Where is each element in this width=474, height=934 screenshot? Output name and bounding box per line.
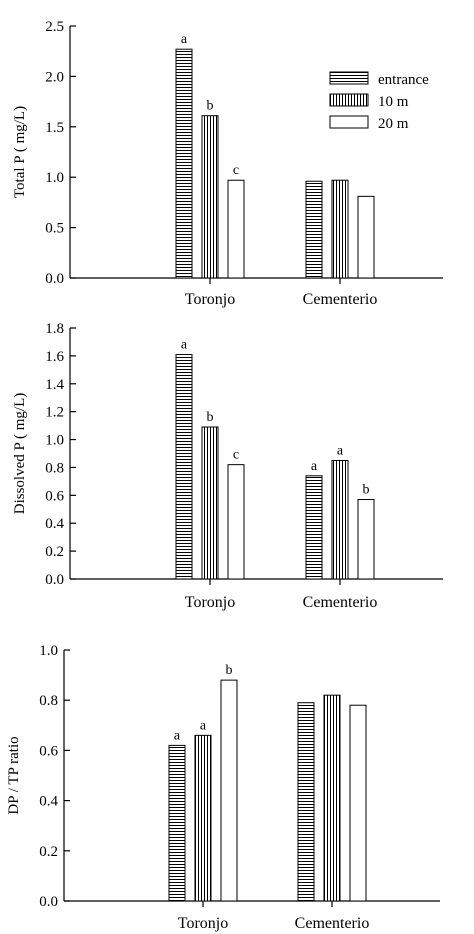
y-tick-label: 0.0 [45,572,64,588]
chart-panel-3: 0.0 0.2 0.4 0.6 0.8 1.0 DP / TP ratio Toronjo Ce… [6,643,440,932]
legend-swatch-10-m [329,93,369,107]
category-label: Toronjo [178,915,228,932]
y-tick-label: 0.0 [45,271,64,287]
legend-label: 20 m [378,116,409,132]
bar-entrance [305,180,323,279]
bar-10-m [323,694,341,902]
significance-label: a [174,728,181,743]
bar-10-m [201,115,219,279]
y-tick-label: 0.4 [45,516,64,532]
y-tick-label: 1.2 [45,405,64,421]
category-label: Cementerio [303,291,378,308]
bar-10-m [201,426,219,580]
significance-label: a [200,718,207,733]
y-tick-label: 1.8 [45,321,64,337]
y-tick-label: 1.0 [45,433,64,449]
bar-20-m [220,679,238,902]
y-tick-label: 2.5 [45,19,64,35]
y-tick-label: 1.6 [45,349,64,365]
chart-panel-2: 0.0 0.2 0.4 0.6 0.8 1.0 1.2 1.4 1.6 1.8 Dissolved … [12,321,443,611]
category-label: Cementerio [303,594,378,611]
y-axis-label: DP / TP ratio [6,736,22,814]
significance-label: c [233,448,239,463]
significance-label: c [233,163,239,178]
bar-20-m [227,179,245,279]
y-tick-label: 0.0 [39,894,58,910]
significance-label: a [311,459,318,474]
legend-swatch-entrance [329,71,369,85]
significance-label: a [337,443,344,458]
bar-entrance [175,353,193,580]
category-label: Toronjo [185,291,235,308]
y-tick-label: 1.0 [45,170,64,186]
y-tick-label: 0.8 [39,693,58,709]
y-tick-label: 0.5 [45,221,64,237]
bar-20-m [227,464,245,580]
y-tick-label: 0.8 [45,460,64,476]
bar-10-m [331,179,349,279]
bar-entrance [168,744,186,902]
significance-label: b [363,483,370,498]
y-tick-label: 0.6 [39,743,58,759]
bar-20-m [357,499,375,580]
bar-20-m [357,195,375,279]
y-axis-label: Total P ( mg/L) [12,106,28,198]
significance-label: a [181,32,188,47]
y-tick-label: 1.4 [45,377,64,393]
y-tick-label: 1.5 [45,120,64,136]
bar-20-m [349,704,367,902]
bar-entrance [175,48,193,279]
significance-label: a [181,337,188,352]
y-tick-label: 2.0 [45,69,64,85]
bar-entrance [297,702,315,902]
bar-10-m [194,734,212,902]
y-tick-label: 0.6 [45,488,64,504]
legend-label: 10 m [378,94,409,110]
significance-label: b [207,99,214,114]
legend-swatch-20-m [329,115,369,129]
y-axis-label: Dissolved P ( mg/L) [12,393,28,515]
bar-10-m [331,459,349,580]
y-tick-label: 0.2 [45,544,64,560]
y-tick-label: 1.0 [39,643,58,659]
legend-label: entrance [378,72,429,88]
category-label: Cementerio [295,915,370,932]
significance-label: b [207,410,214,425]
y-tick-label: 0.2 [39,844,58,860]
category-label: Toronjo [185,594,235,611]
bar-entrance [305,475,323,580]
chart-panel-1: 0.0 0.5 1.0 1.5 2.0 2.5 Total P ( mg/L) Toronjo… [12,19,443,308]
y-tick-label: 0.4 [39,794,58,810]
significance-label: b [226,663,233,678]
legend: entrance 10 m 20 m [329,71,429,132]
